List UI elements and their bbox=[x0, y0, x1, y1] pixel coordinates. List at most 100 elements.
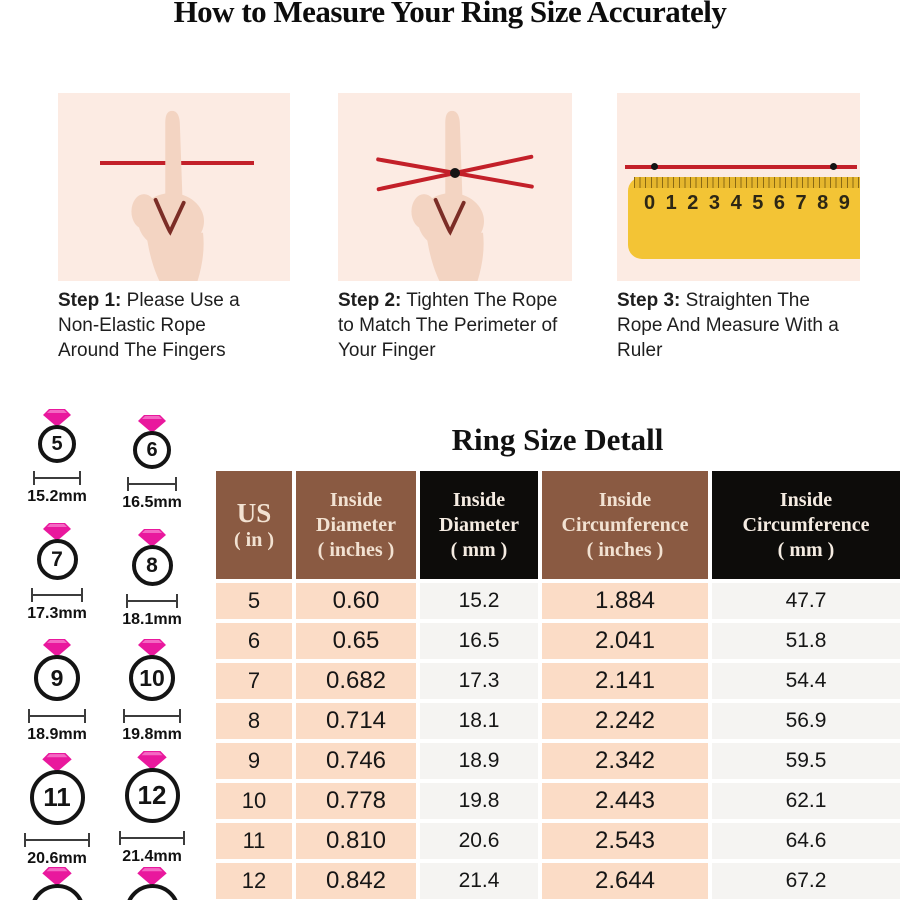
table-row: 10 0.778 19.8 2.443 62.1 bbox=[216, 783, 900, 819]
table-cell: 62.1 bbox=[712, 783, 900, 819]
step2-label: Step 2: bbox=[338, 290, 402, 311]
table-cell: 0.60 bbox=[296, 583, 416, 619]
table-cell: 8 bbox=[216, 703, 292, 739]
table-header-row: US ( in ) Inside Diameter ( inches ) Ins… bbox=[216, 471, 900, 579]
measure-bracket bbox=[126, 594, 178, 608]
table-cell: 10 bbox=[216, 783, 292, 819]
ruler-number: 8 bbox=[817, 192, 829, 214]
ring-circle: 5 bbox=[38, 425, 76, 463]
table-cell: 47.7 bbox=[712, 583, 900, 619]
table-cell: 2.342 bbox=[542, 743, 708, 779]
step2-caption: Step 2: Tighten The Rope to Match The Pe… bbox=[338, 288, 578, 363]
table-cell: 2.443 bbox=[542, 783, 708, 819]
table-cell: 2.644 bbox=[542, 863, 708, 899]
ring-size-number: 12 bbox=[137, 780, 167, 810]
step2-illustration bbox=[338, 93, 572, 281]
step1-text: Please Use a Non-Elastic Rope Around The… bbox=[58, 290, 240, 361]
measure-start-dot bbox=[651, 163, 658, 170]
ring-size-7: 7 17.3mm bbox=[10, 522, 104, 623]
table-cell: 2.041 bbox=[542, 623, 708, 659]
table-row: 7 0.682 17.3 2.141 54.4 bbox=[216, 663, 900, 699]
header-inside-circumference-inches: Inside Circumference ( inches ) bbox=[542, 471, 708, 579]
table-cell: 54.4 bbox=[712, 663, 900, 699]
table-row: 11 0.810 20.6 2.543 64.6 bbox=[216, 823, 900, 859]
ring-circle: 7 bbox=[36, 539, 78, 580]
table-cell: 5 bbox=[216, 583, 292, 619]
table-cell: 0.682 bbox=[296, 663, 416, 699]
measure-bracket bbox=[119, 831, 185, 845]
measure-bracket bbox=[127, 477, 177, 491]
ring-circle: 8 bbox=[131, 545, 173, 586]
table-cell: 18.1 bbox=[420, 703, 538, 739]
ring-size-12: 12 21.4mm bbox=[105, 750, 199, 866]
ruler-number: 6 bbox=[773, 192, 785, 214]
rope-knot-dot bbox=[450, 168, 460, 178]
ring-circle: 9 bbox=[34, 655, 80, 701]
step2-text: Tighten The Rope to Match The Perimeter … bbox=[338, 290, 558, 361]
ring-diameter-label: 21.4mm bbox=[122, 848, 182, 865]
ruler-icon: 0 1 2 3 4 5 6 7 8 9 bbox=[628, 177, 860, 259]
table-cell: 2.543 bbox=[542, 823, 708, 859]
table-cell: 51.8 bbox=[712, 623, 900, 659]
table-cell: 1.884 bbox=[542, 583, 708, 619]
measure-bracket bbox=[24, 833, 90, 847]
table-cell: 11 bbox=[216, 823, 292, 859]
step3-caption: Step 3: Straighten The Rope And Measure … bbox=[617, 288, 845, 363]
ring-size-table: US ( in ) Inside Diameter ( inches ) Ins… bbox=[216, 471, 900, 899]
measure-bracket bbox=[123, 709, 181, 723]
table-row: 5 0.60 15.2 1.884 47.7 bbox=[216, 583, 900, 619]
ring-diameter-label: 20.6mm bbox=[27, 850, 87, 867]
measure-bracket bbox=[31, 588, 83, 602]
table-cell: 19.8 bbox=[420, 783, 538, 819]
ring-circle bbox=[124, 884, 180, 900]
ring-diameter-label: 16.5mm bbox=[122, 494, 182, 511]
table-cell: 2.141 bbox=[542, 663, 708, 699]
ruler-number: 0 bbox=[644, 192, 656, 214]
step1-illustration bbox=[58, 93, 290, 281]
ring-circle: 11 bbox=[29, 770, 85, 825]
ring-partial bbox=[10, 866, 104, 900]
ring-size-11: 11 20.6mm bbox=[10, 752, 104, 868]
step3-illustration: 0 1 2 3 4 5 6 7 8 9 bbox=[617, 93, 860, 281]
measure-bracket bbox=[33, 471, 81, 485]
ring-size-number: 10 bbox=[139, 664, 165, 691]
table-cell: 2.242 bbox=[542, 703, 708, 739]
table-cell: 59.5 bbox=[712, 743, 900, 779]
table-cell: 64.6 bbox=[712, 823, 900, 859]
ring-size-number: 11 bbox=[43, 782, 71, 812]
ring-size-number: 9 bbox=[50, 664, 64, 691]
ring-size-10: 10 19.8mm bbox=[105, 638, 199, 744]
ruler-number: 3 bbox=[708, 192, 721, 214]
ring-diameter-label: 18.9mm bbox=[27, 726, 87, 743]
table-cell: 20.6 bbox=[420, 823, 538, 859]
ring-size-8: 8 18.1mm bbox=[105, 528, 199, 629]
table-cell: 16.5 bbox=[420, 623, 538, 659]
table-cell: 12 bbox=[216, 863, 292, 899]
table-cell: 17.3 bbox=[420, 663, 538, 699]
ring-circle bbox=[29, 884, 85, 900]
ring-diameter-label: 18.1mm bbox=[122, 611, 182, 628]
table-cell: 0.746 bbox=[296, 743, 416, 779]
measure-end-dot bbox=[830, 163, 837, 170]
step1-label: Step 1: bbox=[58, 290, 122, 311]
ring-size-number: 7 bbox=[51, 547, 63, 571]
ruler-number: 9 bbox=[838, 192, 850, 214]
ruler-number: 5 bbox=[752, 192, 764, 214]
ruler-number: 7 bbox=[795, 192, 807, 214]
header-inside-diameter-mm: Inside Diameter ( mm ) bbox=[420, 471, 538, 579]
table-cell: 18.9 bbox=[420, 743, 538, 779]
ruler-number: 2 bbox=[687, 192, 699, 214]
step3-label: Step 3: bbox=[617, 290, 681, 311]
ruler-number: 1 bbox=[665, 192, 677, 214]
header-us: US ( in ) bbox=[216, 471, 292, 579]
table-cell: 0.810 bbox=[296, 823, 416, 859]
ring-circle: 12 bbox=[124, 768, 180, 823]
ring-diameter-label: 19.8mm bbox=[122, 726, 182, 743]
table-cell: 15.2 bbox=[420, 583, 538, 619]
table-cell: 6 bbox=[216, 623, 292, 659]
table-cell: 0.65 bbox=[296, 623, 416, 659]
header-inside-diameter-inches: Inside Diameter ( inches ) bbox=[296, 471, 416, 579]
table-cell: 0.842 bbox=[296, 863, 416, 899]
section-title: Ring Size Detall bbox=[451, 422, 664, 457]
